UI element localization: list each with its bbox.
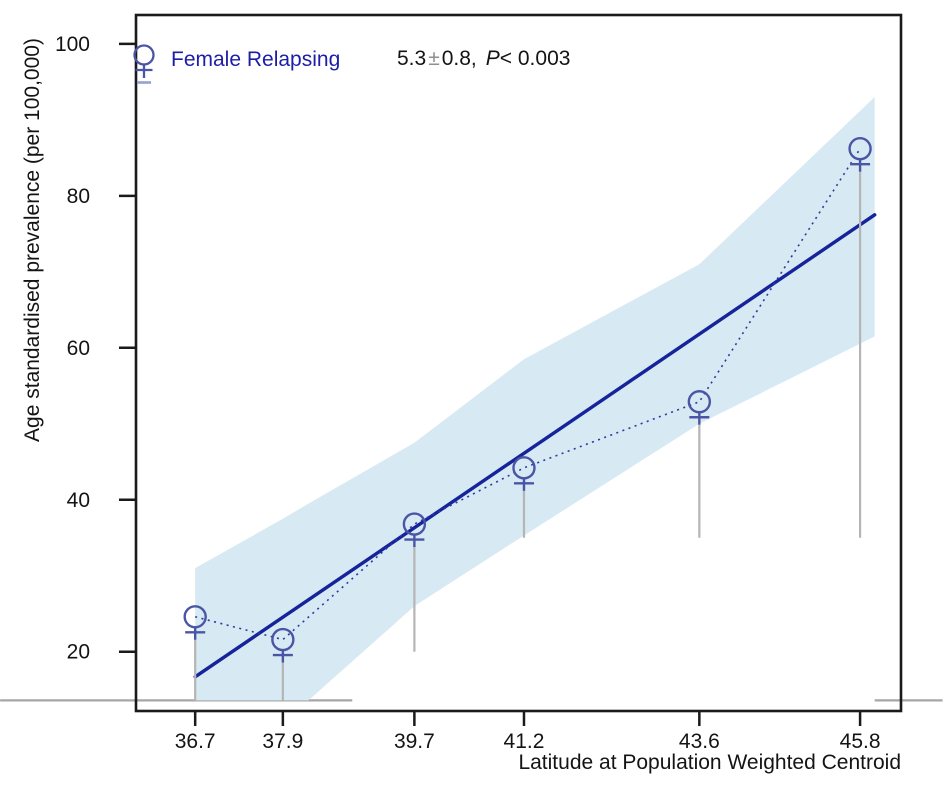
plus-minus-sign: ± [428,47,440,70]
p-label: P [485,47,500,70]
x-tick-label: 36.7 [175,730,216,753]
data-points [183,137,872,663]
plot-frame [134,13,903,713]
legend: Female Relapsing [131,44,340,90]
x-tick-label: 45.8 [840,730,881,753]
regression-line [193,213,877,679]
stat-annotation: 5.3±0.8, P< 0.003 [397,47,570,71]
x-tick-label: 37.9 [262,730,303,753]
y-tick-label: 40 [67,489,90,512]
slope-se: 0.8, [441,47,477,70]
y-tick-label: 100 [55,33,90,56]
confidence-band [195,97,875,701]
legend-label: Female Relapsing [171,48,341,71]
p-value: < 0.003 [499,47,571,70]
x-tick-label: 39.7 [394,730,435,753]
x-axis-title: Latitude at Population Weighted Centroid [518,751,901,774]
y-tick-label: 20 [67,641,90,664]
x-tick-label: 41.2 [504,730,545,753]
x-tick-label: 43.6 [679,730,720,753]
slope-value: 5.3 [397,47,427,70]
y-tick-label: 60 [67,337,90,360]
female-symbol-icon [133,44,155,84]
y-axis-title: Age standardised prevalence (per 100,000… [21,38,44,442]
y-tick-label: 80 [67,185,90,208]
